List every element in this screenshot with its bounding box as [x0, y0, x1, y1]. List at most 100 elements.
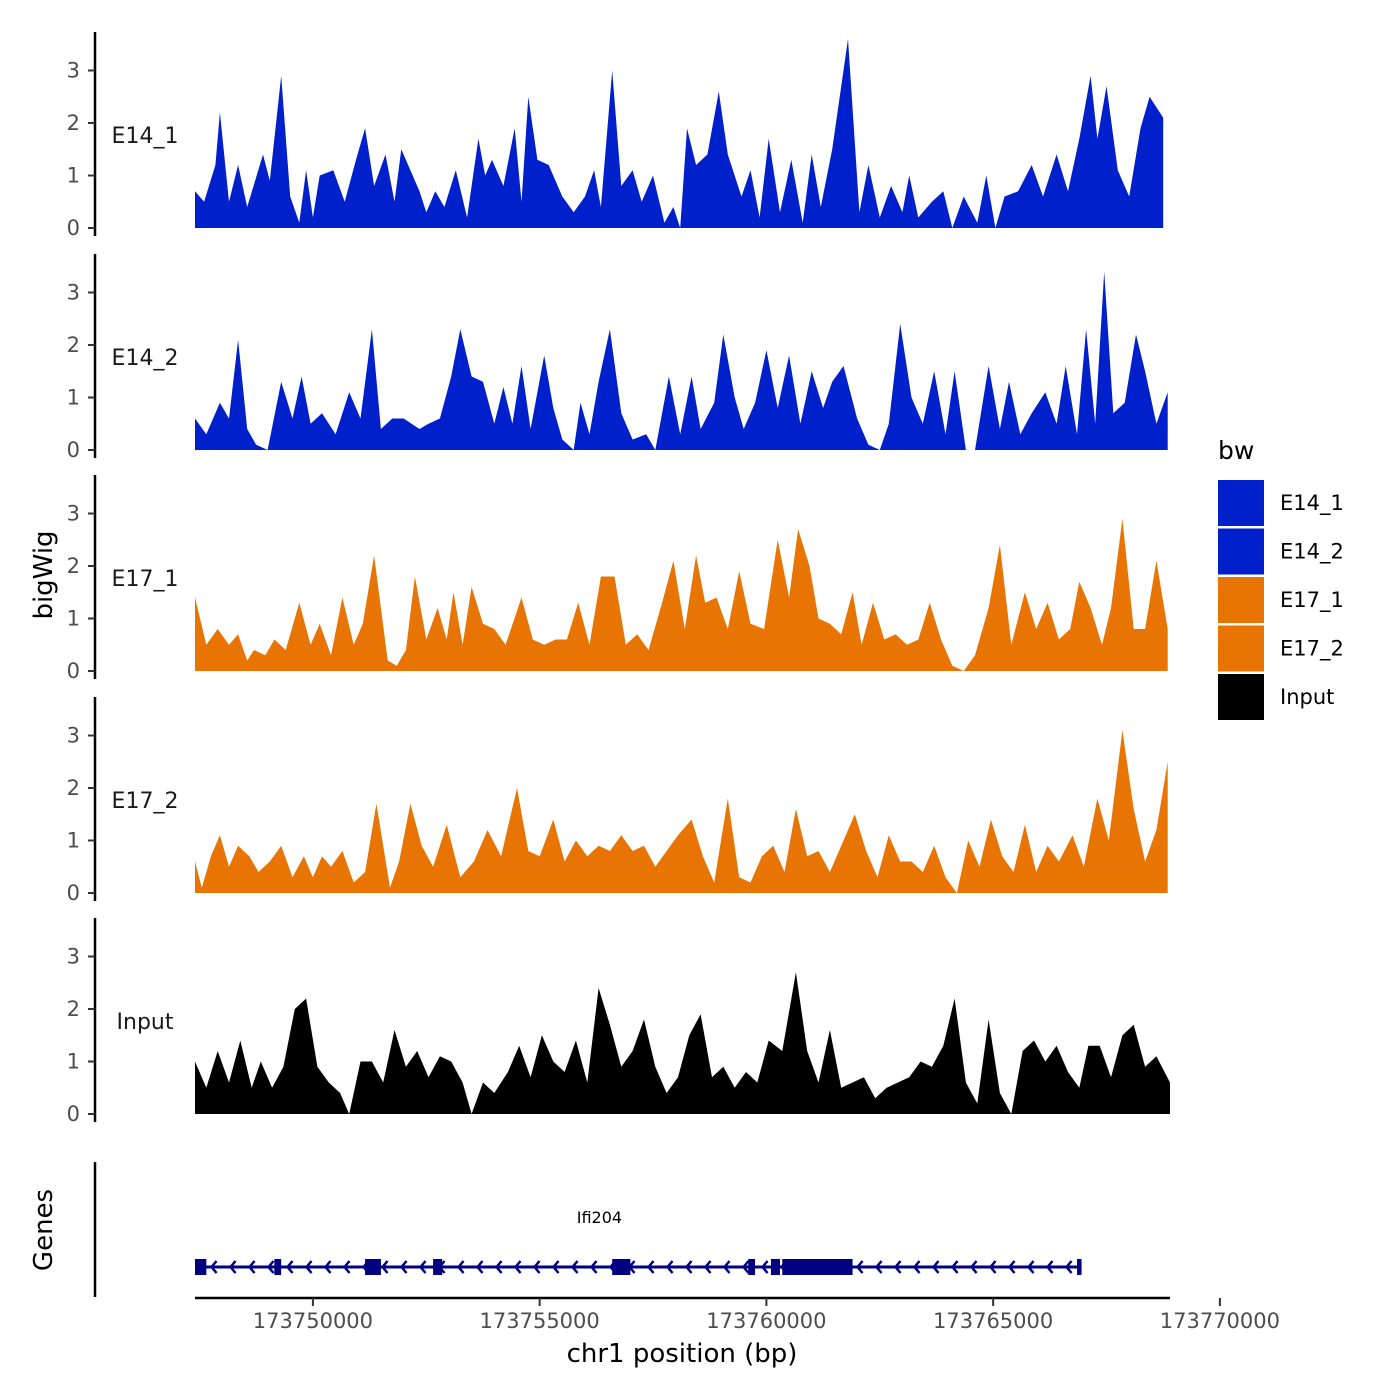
track-E14_1: 0 1 2 3 E14_1 [67, 32, 1164, 240]
legend-label: Input [1280, 685, 1334, 709]
strand-arrow [912, 1260, 921, 1274]
strand-arrow [513, 1260, 522, 1274]
strand-arrow [684, 1260, 693, 1274]
strand-arrow [722, 1260, 731, 1274]
legend-key-E17_2 [1218, 625, 1264, 672]
strand-arrow [532, 1260, 541, 1274]
strand-arrow [893, 1260, 902, 1274]
strand-arrow [969, 1260, 978, 1274]
strand-arrow [209, 1260, 218, 1274]
y-tick-label: 2 [67, 554, 80, 578]
strand-arrow [494, 1260, 503, 1274]
strand-arrow [456, 1260, 465, 1274]
x-axis-title: chr1 position (bp) [567, 1339, 798, 1369]
coverage-area-E14_2 [195, 271, 1168, 450]
gene-exon [1077, 1259, 1082, 1275]
x-tick-label: 173760000 [706, 1309, 826, 1333]
strand-arrow [760, 1260, 769, 1274]
track-label: E17_2 [112, 789, 179, 814]
legend-key-E14_2 [1218, 528, 1264, 575]
y-tick-label: 2 [67, 997, 80, 1021]
strand-arrow [304, 1260, 313, 1274]
strand-arrow [247, 1260, 256, 1274]
legend-key-Input [1218, 674, 1264, 720]
x-tick-label: 173765000 [933, 1309, 1053, 1333]
y-tick-label: 3 [67, 945, 80, 969]
x-axis: 173750000 173755000 173760000 173765000 1737… [195, 1296, 1280, 1333]
track-E14_2: 0 1 2 3 E14_2 [67, 254, 1168, 462]
y-tick-label: 1 [67, 829, 80, 853]
y-tick-label: 3 [67, 502, 80, 526]
track-Input: 0 1 2 3 Input [67, 918, 1170, 1126]
y-tick-label: 1 [67, 607, 80, 631]
y-tick-label: 0 [67, 1102, 80, 1126]
strand-arrow [323, 1260, 332, 1274]
strand-arrow [380, 1260, 389, 1274]
gene-exon [748, 1259, 756, 1275]
strand-arrow [950, 1260, 959, 1274]
legend-label: E14_1 [1280, 491, 1344, 516]
y-tick-label: 3 [67, 59, 80, 83]
strand-arrow [874, 1260, 883, 1274]
y-tick-label: 1 [67, 1050, 80, 1074]
strand-arrow [665, 1260, 674, 1274]
track-label: Input [117, 1010, 174, 1035]
y-tick-label: 0 [67, 438, 80, 462]
strand-arrow [931, 1260, 940, 1274]
legend-key-E17_1 [1218, 577, 1264, 623]
y-axis-title: bigWig [29, 530, 59, 619]
y-tick-label: 2 [67, 111, 80, 135]
strand-arrow [988, 1260, 997, 1274]
legend-title: bw [1218, 436, 1254, 465]
gene-exon [770, 1259, 780, 1275]
y-tick-label: 2 [67, 333, 80, 357]
coverage-area-E17_2 [195, 730, 1168, 893]
strand-arrow [266, 1260, 275, 1274]
y-tick-label: 0 [67, 881, 80, 905]
y-tick-label: 0 [67, 216, 80, 240]
gene-exon [612, 1259, 631, 1275]
strand-arrow [741, 1260, 750, 1274]
legend-label: E17_2 [1280, 637, 1344, 662]
y-tick-label: 3 [67, 724, 80, 748]
strand-arrow [551, 1260, 560, 1274]
strand-arrow [570, 1260, 579, 1274]
strand-arrow [589, 1260, 598, 1274]
strand-arrow [1064, 1260, 1073, 1274]
y-tick-label: 1 [67, 386, 80, 410]
strand-arrow [1045, 1260, 1054, 1274]
strand-arrow [418, 1260, 427, 1274]
strand-arrow [342, 1260, 351, 1274]
track-E17_1: 0 1 2 3 E17_1 [67, 475, 1168, 683]
legend-label: E17_1 [1280, 588, 1344, 613]
gene-exon [433, 1259, 443, 1275]
coverage-tracks: 0 1 2 3 E14_1 0 1 2 3 E14_2 0 1 2 3 E17_1 0 1 2 3 E17_2 0 1 2 3… [67, 32, 1170, 1126]
genes-panel: Genes Ifi204 [29, 1162, 1082, 1297]
strand-arrow [1026, 1260, 1035, 1274]
strand-arrow [703, 1260, 712, 1274]
legend-key-E14_1 [1218, 480, 1264, 526]
coverage-area-E17_1 [195, 518, 1168, 671]
gene-exon [274, 1259, 282, 1275]
strand-arrow [228, 1260, 237, 1274]
strand-arrow [399, 1260, 408, 1274]
gene-label: Ifi204 [577, 1208, 622, 1227]
track-label: E17_1 [112, 567, 179, 592]
legend: bw E14_1 E14_2 E17_1 E17_2 Input [1218, 436, 1344, 720]
legend-label: E14_2 [1280, 540, 1344, 565]
y-tick-label: 0 [67, 659, 80, 683]
track-label: E14_2 [112, 346, 179, 371]
x-tick-label: 173755000 [480, 1309, 600, 1333]
y-tick-label: 2 [67, 776, 80, 800]
strand-arrow [285, 1260, 294, 1274]
strand-arrow [646, 1260, 655, 1274]
gene-exon [365, 1259, 381, 1275]
y-tick-label: 3 [67, 281, 80, 305]
genes-axis-title: Genes [29, 1189, 59, 1271]
strand-arrow [1007, 1260, 1016, 1274]
strand-arrow [475, 1260, 484, 1274]
x-tick-label: 173770000 [1160, 1309, 1280, 1333]
y-tick-label: 1 [67, 164, 80, 188]
strand-arrow [855, 1260, 864, 1274]
